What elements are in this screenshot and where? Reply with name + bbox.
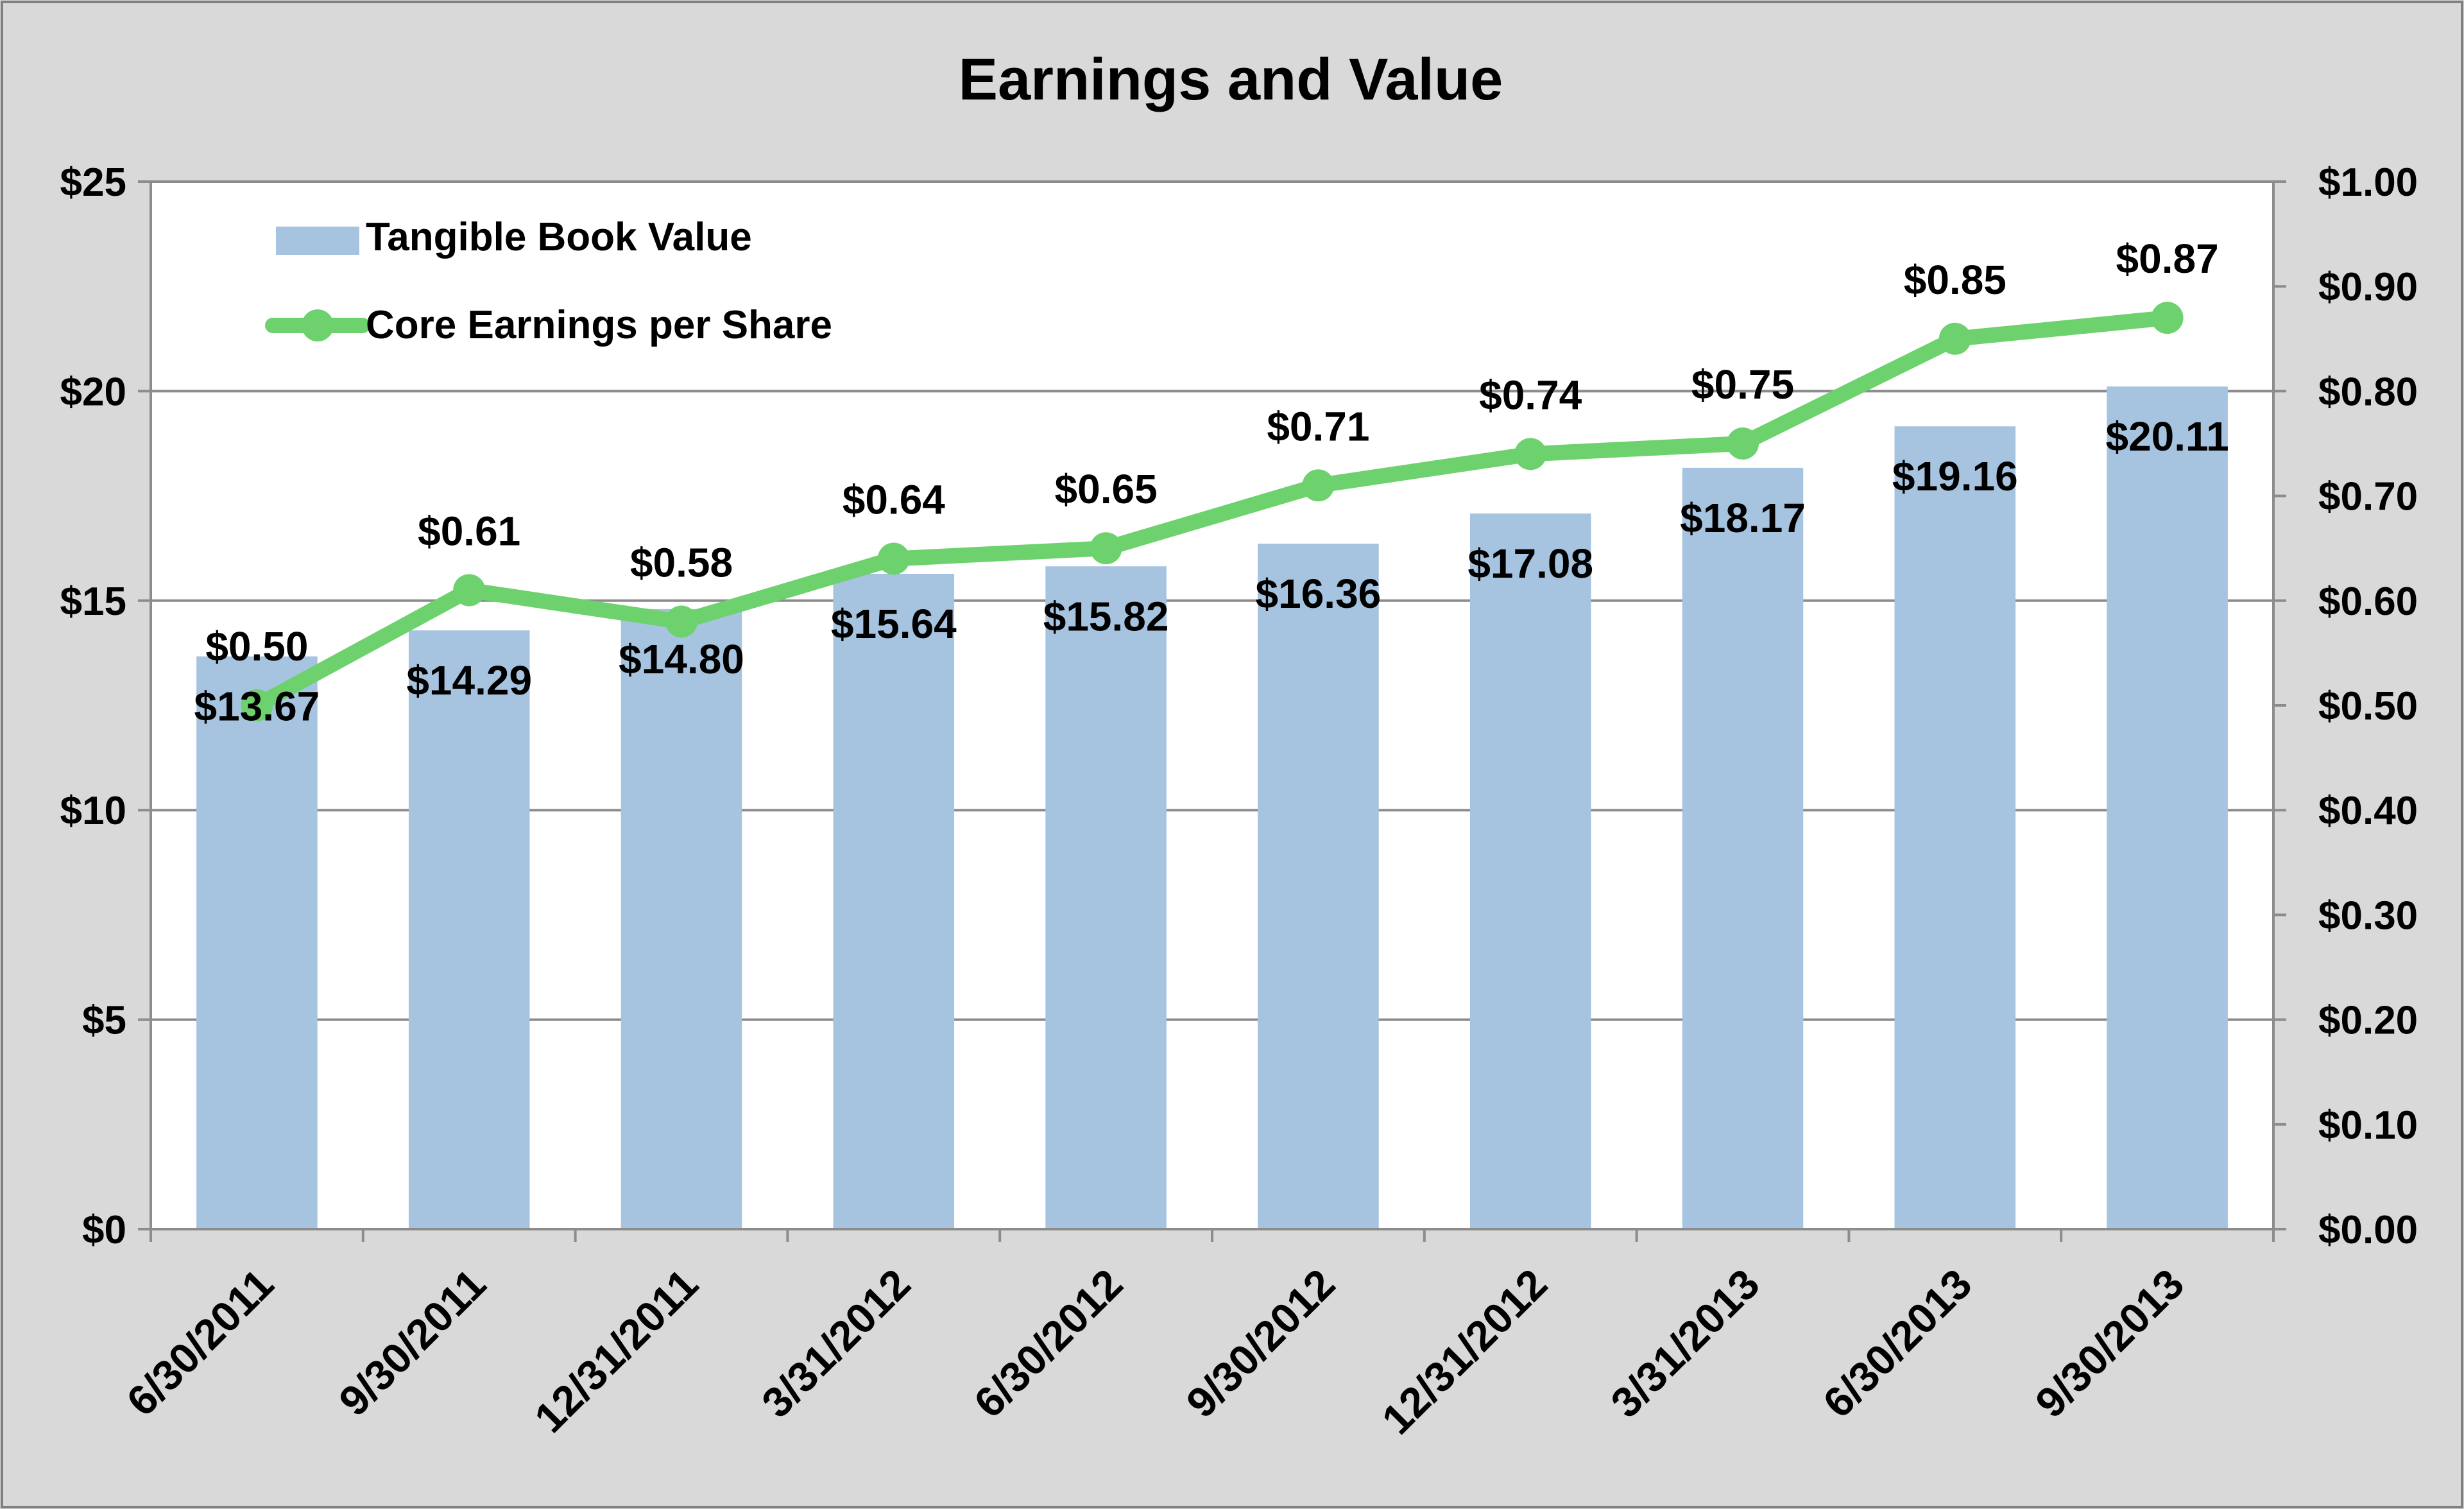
y-tick-label-right: $0.70 [2318,475,2418,519]
y-tick-label-right: $0.30 [2318,893,2418,938]
line-core-earnings-per-share [249,310,2175,713]
y-tick-label-left: $5 [82,999,126,1043]
data-label-tangible-book-value: $18.17 [1680,495,1806,541]
bar-tangible-book-value [408,630,530,1229]
data-label-tangible-book-value: $15.64 [831,601,957,647]
data-label-core-earnings: $0.74 [1479,372,1582,418]
data-label-tangible-book-value: $13.67 [194,684,320,730]
bar-tangible-book-value [833,574,955,1229]
data-label-core-earnings: $0.75 [1691,361,1794,408]
y-tick-label-left: $20 [60,370,126,414]
data-label-tangible-book-value: $17.08 [1467,540,1593,587]
bar-tangible-book-value [1045,566,1167,1229]
data-label-tangible-book-value: $19.16 [1892,453,2018,499]
point-core-earnings-per-share [1090,532,1122,565]
y-tick-label-right: $0.20 [2318,999,2418,1043]
data-label-core-earnings: $0.61 [418,508,520,554]
point-core-earnings-per-share [877,542,910,575]
y-tick-label-right: $1.00 [2318,160,2418,205]
legend-line-marker [302,309,334,341]
data-label-core-earnings: $0.58 [630,539,733,585]
y-tick-label-right: $0.00 [2318,1208,2418,1252]
bar-tangible-book-value [196,656,318,1229]
y-tick-label-right: $0.80 [2318,370,2418,414]
y-tick-label-right: $0.90 [2318,265,2418,309]
legend-bar-swatch [276,227,359,255]
legend-label-core-earnings: Core Earnings per Share [366,303,832,347]
y-tick-label-right: $0.10 [2318,1103,2418,1148]
bar-tangible-book-value [1682,467,1804,1229]
bar-tangible-book-value [1258,544,1379,1229]
legend-label-tangible-book-value: Tangible Book Value [366,215,752,259]
point-core-earnings-per-share [1514,438,1547,470]
bar-tangible-book-value [1894,426,2016,1229]
point-core-earnings-per-share [2151,302,2184,334]
data-label-core-earnings: $0.85 [1904,257,2006,303]
y-tick-label-left: $15 [60,580,126,624]
data-label-core-earnings: $0.65 [1055,466,1158,512]
y-tick-label-left: $25 [60,160,126,205]
point-core-earnings-per-share [1727,427,1759,460]
point-core-earnings-per-share [665,605,697,638]
data-label-core-earnings: $0.64 [843,477,946,523]
data-label-core-earnings: $0.50 [205,623,308,669]
bar-tangible-book-value [1469,513,1591,1229]
data-label-tangible-book-value: $14.29 [406,657,532,703]
y-tick-label-left: $0 [82,1208,126,1252]
data-label-tangible-book-value: $14.80 [619,636,744,682]
point-core-earnings-per-share [1302,469,1335,502]
data-label-tangible-book-value: $16.36 [1256,571,1382,617]
y-tick-label-right: $0.40 [2318,789,2418,833]
y-tick-label-right: $0.60 [2318,580,2418,624]
chart-title: Earnings and Value [959,47,1503,112]
data-label-core-earnings: $0.87 [2116,236,2219,282]
point-core-earnings-per-share [453,574,486,607]
point-core-earnings-per-share [241,689,273,721]
data-label-tangible-book-value: $15.82 [1043,593,1169,639]
y-tick-label-right: $0.50 [2318,684,2418,729]
bar-tangible-book-value [2107,386,2228,1229]
data-label-core-earnings: $0.71 [1267,403,1369,449]
y-tick-label-left: $10 [60,789,126,833]
bar-tangible-book-value [620,608,742,1229]
point-core-earnings-per-share [1938,322,1971,355]
data-label-tangible-book-value: $20.11 [2105,413,2229,460]
